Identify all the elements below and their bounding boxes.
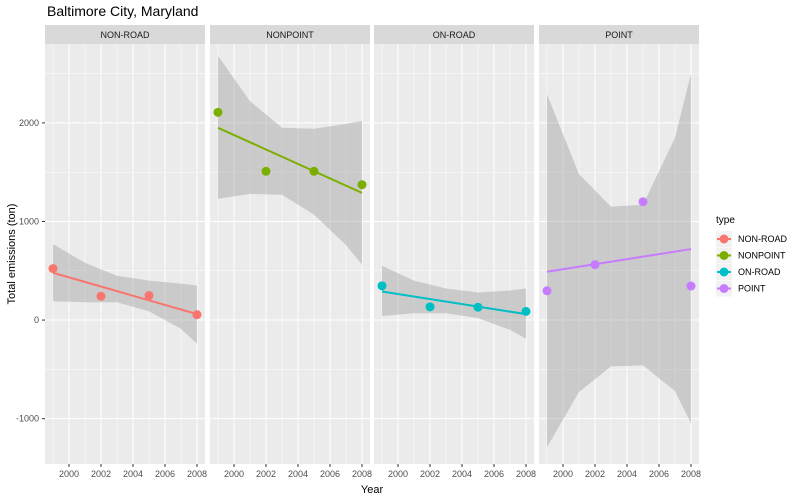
x-tick-label: 2000 (553, 469, 573, 479)
x-tick-label: 2002 (91, 469, 111, 479)
fit-line (381, 290, 527, 316)
x-tick-label: 2002 (585, 469, 605, 479)
facet-strip-label: POINT (605, 30, 633, 40)
fit-line (217, 126, 363, 194)
x-tick-label: 2000 (388, 469, 408, 479)
data-point (686, 281, 696, 291)
data-point (521, 306, 531, 316)
panel-background (45, 44, 205, 464)
data-point (48, 264, 58, 274)
panel-background (374, 44, 534, 464)
x-tick-label: 2000 (59, 469, 79, 479)
x-tick-label: 2006 (155, 469, 175, 479)
legend-label-point: POINT (738, 284, 766, 294)
facet-strip-label: ON-ROAD (433, 30, 476, 40)
data-point (638, 197, 648, 207)
y-tick-label: 1000 (19, 216, 39, 226)
panel-background (539, 44, 699, 464)
data-point (192, 310, 202, 320)
facet-strip (45, 25, 205, 44)
x-tick-label: 2002 (420, 469, 440, 479)
data-point (473, 302, 483, 312)
x-tick-label: 2002 (256, 469, 276, 479)
legend-title: type (716, 215, 735, 226)
data-point (213, 107, 223, 117)
legend-label-nonpoint: NONPOINT (738, 251, 786, 261)
data-point (590, 260, 600, 270)
facet-nonpoint: NONPOINT 2000 2002 2004 2006 2008 (210, 25, 372, 479)
y-tick-label: 2000 (19, 118, 39, 128)
data-point (261, 166, 271, 176)
data-point (96, 291, 106, 301)
facet-strip (539, 25, 699, 44)
x-tick-label: 2004 (123, 469, 143, 479)
x-tick-label: 2006 (320, 469, 340, 479)
legend-key-point (719, 267, 729, 277)
x-axis-title: Year (361, 484, 384, 496)
data-point (144, 291, 154, 301)
data-point (309, 166, 319, 176)
panel-background (210, 44, 370, 464)
facet-on-road: ON-ROAD 2000 2002 2004 2006 2008 (374, 25, 536, 479)
facet-panels: NON-ROAD 2000 2002 2004 2006 2008 NONPOINT 2000… (45, 25, 701, 479)
facet-strip-label: NON-ROAD (101, 30, 150, 40)
x-tick-label: 2004 (452, 469, 472, 479)
facet-non-road: NON-ROAD 2000 2002 2004 2006 2008 (45, 25, 207, 479)
legend-key-point (719, 251, 729, 260)
facet-point: POINT 2000 2002 2004 2006 2008 (539, 25, 701, 479)
y-tick-label: 0 (34, 315, 39, 325)
legend: type NON-ROAD NONPOINT ON-ROAD POINT (716, 215, 787, 297)
legend-key-point (719, 234, 729, 244)
data-point (425, 302, 435, 312)
chart-title: Baltimore City, Maryland (47, 3, 198, 19)
x-tick-label: 2006 (484, 469, 504, 479)
fit-line (546, 248, 692, 273)
legend-label-non-road: NON-ROAD (738, 234, 787, 244)
x-tick-label: 2004 (617, 469, 637, 479)
y-axis-title: Total emissions (ton) (6, 204, 18, 305)
data-point (542, 286, 552, 296)
x-tick-label: 2004 (288, 469, 308, 479)
facet-strip (210, 25, 370, 44)
legend-key-point (719, 284, 729, 293)
x-tick-label: 2008 (681, 469, 701, 479)
data-point (357, 180, 367, 190)
x-tick-label: 2008 (187, 469, 207, 479)
facet-strip-label: NONPOINT (266, 30, 314, 40)
x-tick-label: 2006 (649, 469, 669, 479)
x-tick-label: 2000 (224, 469, 244, 479)
facet-strip (374, 25, 534, 44)
x-tick-label: 2008 (352, 469, 372, 479)
data-point (377, 281, 387, 291)
legend-label-on-road: ON-ROAD (738, 267, 781, 277)
y-tick-label: -1000 (16, 414, 39, 424)
y-axis: -1000 0 1000 2000 (16, 118, 45, 424)
x-tick-label: 2008 (516, 469, 536, 479)
fit-line (52, 271, 198, 316)
